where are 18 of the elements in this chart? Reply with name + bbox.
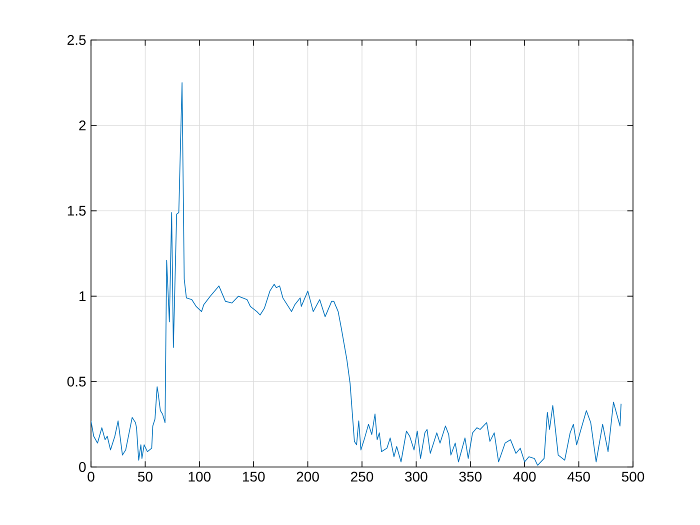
x-tick-label: 500 — [622, 472, 644, 482]
x-tick-label: 200 — [296, 472, 319, 482]
x-tick-label: 50 — [138, 472, 152, 482]
y-tick-label: 0.5 — [67, 376, 86, 387]
y-tick-label: 2 — [79, 120, 86, 130]
x-tick-label: 450 — [567, 472, 590, 482]
y-tick-label: 2.5 — [68, 35, 86, 45]
y-tick-label: 1 — [80, 291, 86, 302]
x-tick-label: 350 — [459, 472, 482, 482]
x-tick-label: 400 — [513, 472, 536, 482]
x-tick-label: 250 — [351, 472, 374, 482]
x-tick-label: 100 — [188, 472, 211, 482]
y-tick-label: 0 — [79, 462, 86, 472]
line-series — [91, 82, 622, 466]
x-tick-label: 0 — [88, 472, 94, 482]
x-tick-label: 300 — [405, 472, 428, 482]
x-tick-label: 150 — [242, 472, 265, 482]
y-tick-label: 1.5 — [68, 206, 86, 216]
